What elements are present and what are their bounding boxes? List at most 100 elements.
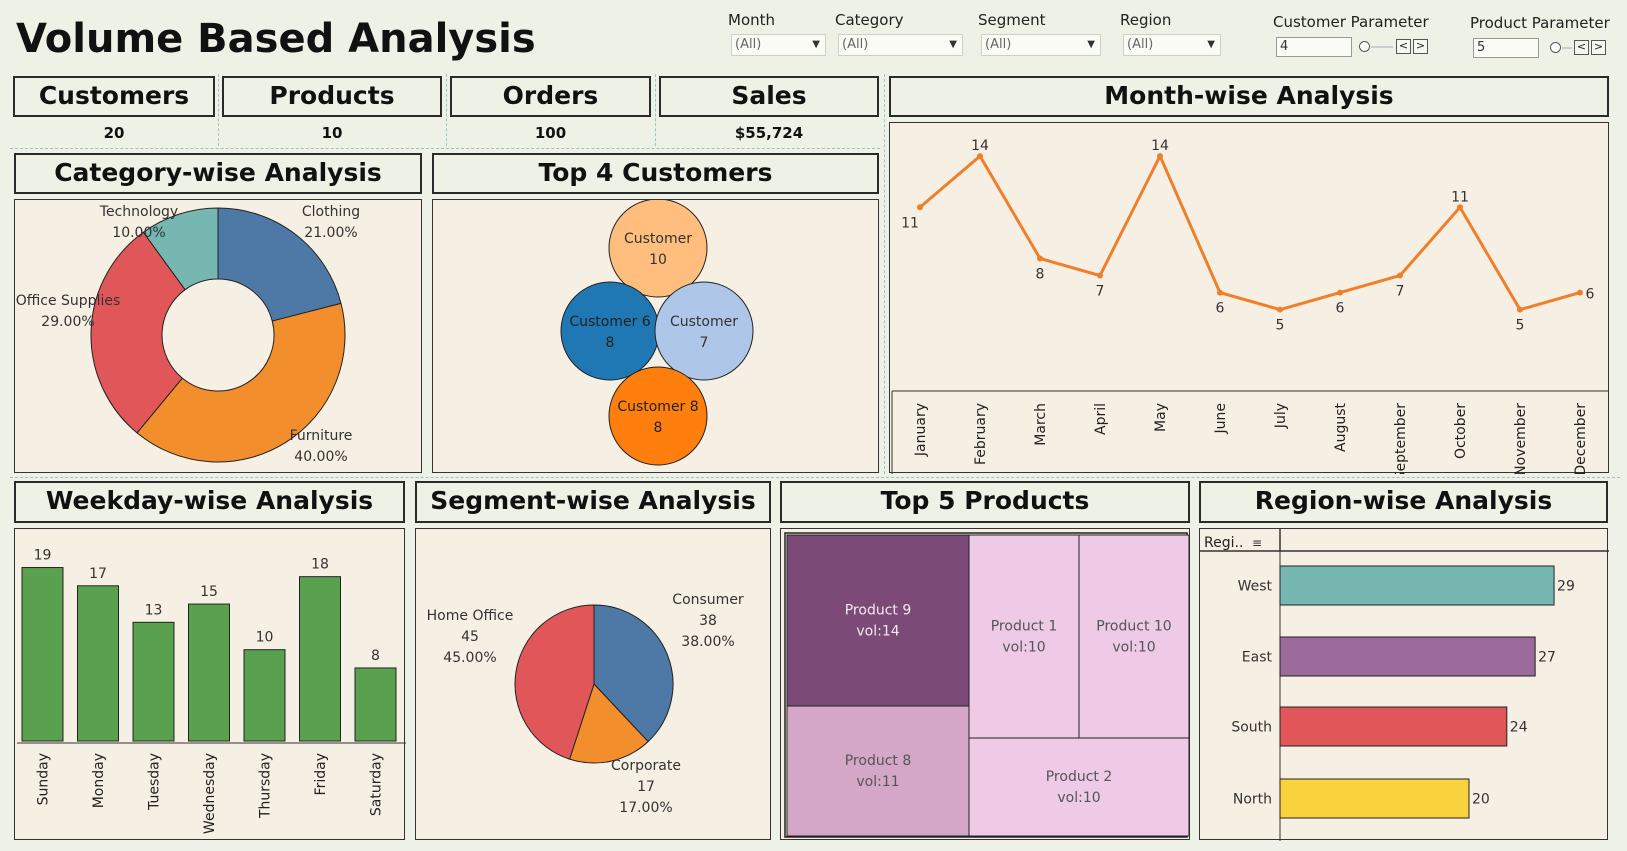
weekday-bar-thursday[interactable] <box>243 649 286 742</box>
month-data-label: 5 <box>1516 318 1525 334</box>
slider-handle-icon[interactable] <box>1359 41 1370 52</box>
region-bar-value: 29 <box>1557 579 1575 595</box>
pie-slice-consumer[interactable] <box>593 604 674 743</box>
customer-bubble-name: Customer 8 <box>617 399 698 415</box>
region-bar-north[interactable] <box>1279 778 1470 819</box>
pie-slice-corporate[interactable] <box>568 683 649 764</box>
month-point[interactable] <box>1097 272 1103 279</box>
month-point[interactable] <box>917 204 923 211</box>
chevron-left-icon[interactable]: < <box>1396 39 1411 54</box>
customer-bubble[interactable]: Customer 6 8 <box>560 281 660 381</box>
region-bar-chart: Regi.. ≡ 29 West 27 East 24 South 20 North <box>1200 529 1609 841</box>
region-tick-label: East <box>1242 650 1273 666</box>
top-products-panel: Product 9 vol:14 Product 1 vol:10 Product 10… <box>780 528 1190 840</box>
month-select[interactable]: (All) ▼ <box>731 34 826 56</box>
divider <box>218 74 219 146</box>
month-data-label: 6 <box>1336 301 1345 317</box>
month-point[interactable] <box>1457 204 1463 211</box>
chevron-left-icon[interactable]: < <box>1574 40 1589 55</box>
month-point[interactable] <box>1577 289 1583 296</box>
region-tick-label: North <box>1233 792 1272 808</box>
slice-percent: 45.00% <box>443 650 496 666</box>
weekday-tick-label: Tuesday <box>147 753 163 811</box>
donut-slice-technology[interactable] <box>142 207 219 291</box>
pie-slice-home-office[interactable] <box>514 604 595 760</box>
treemap-tile-product-10[interactable] <box>1078 534 1190 739</box>
slider-track[interactable] <box>1562 47 1572 49</box>
treemap-tile-product-2[interactable] <box>968 737 1190 837</box>
weekday-bar-value: 13 <box>145 602 163 618</box>
slider-track[interactable] <box>1371 46 1393 48</box>
slider-handle-icon[interactable] <box>1550 42 1561 53</box>
month-data-label: 11 <box>901 215 919 231</box>
customer-bubble[interactable]: Customer 7 <box>654 281 754 381</box>
treemap-tile-value: vol:14 <box>856 624 899 640</box>
month-tick-label: June <box>1213 403 1229 435</box>
month-point[interactable] <box>977 153 983 160</box>
donut-slice-office-supplies[interactable] <box>90 231 186 434</box>
slice-value-label: 21.00% <box>304 225 357 241</box>
region-bar-west[interactable] <box>1279 565 1555 606</box>
chevron-down-icon: ▼ <box>812 39 820 50</box>
region-column-header[interactable]: Regi.. <box>1204 535 1243 551</box>
treemap-tile-product-9[interactable] <box>786 534 970 707</box>
segment-section-title: Segment-wise Analysis <box>415 481 771 523</box>
region-bar-value: 27 <box>1538 650 1556 666</box>
weekday-bar-tuesday[interactable] <box>132 621 175 742</box>
customer-bubble-circle[interactable] <box>560 281 660 381</box>
customer-bubble-name: Customer 6 <box>569 314 650 330</box>
month-section-title: Month-wise Analysis <box>889 76 1609 117</box>
sort-icon[interactable]: ≡ <box>1252 536 1262 550</box>
region-select[interactable]: (All) ▼ <box>1123 34 1221 56</box>
slice-value-label: 10.00% <box>112 225 165 241</box>
region-bar-east[interactable] <box>1279 636 1536 677</box>
kpi-orders-label: Orders <box>450 76 651 117</box>
customer-bubble-circle[interactable] <box>654 281 754 381</box>
month-tick-label: May <box>1153 403 1169 432</box>
month-point[interactable] <box>1277 306 1283 313</box>
weekday-bar-sunday[interactable] <box>21 567 64 742</box>
segment-select[interactable]: (All) ▼ <box>981 34 1101 56</box>
slice-label: Furniture <box>290 428 353 444</box>
month-point[interactable] <box>1337 289 1343 296</box>
customer-parameter-input[interactable]: 4 <box>1276 37 1352 57</box>
month-data-label: 8 <box>1036 266 1045 282</box>
customer-bubble[interactable]: Customer 8 8 <box>608 366 708 466</box>
weekday-bar-saturday[interactable] <box>354 667 397 742</box>
weekday-bar-value: 19 <box>34 548 52 564</box>
month-data-label: 7 <box>1096 284 1105 300</box>
weekday-tick-label: Wednesday <box>202 753 218 834</box>
divider <box>446 74 447 146</box>
weekday-chart-panel: 19 Sunday 17 Monday 13 Tuesday 15 Wednesday 10 Th… <box>14 528 406 840</box>
donut-slice-clothing[interactable] <box>217 207 342 322</box>
customer-bubble-circle[interactable] <box>608 198 708 298</box>
dashboard-title: Volume Based Analysis <box>16 16 536 62</box>
chevron-right-icon[interactable]: > <box>1591 40 1606 55</box>
weekday-bar-wednesday[interactable] <box>188 603 230 742</box>
top-customers-section-title: Top 4 Customers <box>432 153 879 194</box>
customer-bubble-circle[interactable] <box>608 366 708 466</box>
region-bar-south[interactable] <box>1279 706 1508 747</box>
product-parameter-input[interactable]: 5 <box>1473 38 1539 58</box>
month-series-line[interactable] <box>919 152 1581 312</box>
month-tick-label: October <box>1453 403 1469 459</box>
category-section-title: Category-wise Analysis <box>14 153 422 194</box>
treemap-tile-product-8[interactable] <box>786 705 970 837</box>
month-point[interactable] <box>1217 289 1223 296</box>
kpi-customers-label: Customers <box>13 76 215 117</box>
month-point[interactable] <box>1517 306 1523 313</box>
weekday-bar-friday[interactable] <box>299 576 341 742</box>
category-select[interactable]: (All) ▼ <box>838 34 963 56</box>
chevron-right-icon[interactable]: > <box>1413 39 1428 54</box>
month-point[interactable] <box>1037 255 1043 262</box>
treemap-tile-product-1[interactable] <box>968 534 1080 739</box>
divider <box>10 477 1620 478</box>
month-data-label: 7 <box>1396 284 1405 300</box>
month-point[interactable] <box>1397 272 1403 279</box>
parameter-label: Customer Parameter <box>1273 13 1429 31</box>
weekday-bar-monday[interactable] <box>77 585 119 742</box>
donut-slice-furniture[interactable] <box>136 302 346 463</box>
customer-bubble[interactable]: Customer 10 <box>608 198 708 298</box>
month-point[interactable] <box>1157 153 1163 160</box>
slice-value: 17 <box>637 779 655 795</box>
